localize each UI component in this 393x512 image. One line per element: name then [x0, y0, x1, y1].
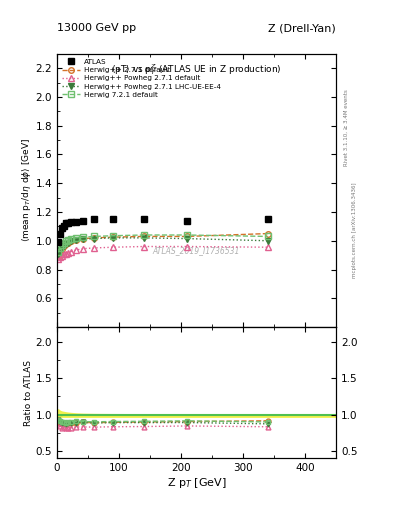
Herwig++ Powheg 2.7.1 LHC-UE-EE-4 — [110, 235, 115, 241]
Herwig++ Powheg 2.7.1 default — [185, 243, 189, 249]
Herwig++ 2.7.1 default — [81, 236, 85, 242]
ATLAS — [110, 216, 115, 222]
Herwig++ 2.7.1 default — [60, 246, 64, 252]
ATLAS — [56, 239, 61, 245]
Text: ATLAS_2019_I1736531: ATLAS_2019_I1736531 — [153, 246, 240, 255]
Line: Herwig 7.2.1 default: Herwig 7.2.1 default — [55, 232, 271, 255]
Herwig 7.2.1 default — [110, 232, 115, 239]
ATLAS — [66, 221, 70, 227]
Herwig 7.2.1 default — [61, 240, 66, 246]
Herwig++ Powheg 2.7.1 LHC-UE-EE-4 — [92, 236, 97, 242]
Herwig++ 2.7.1 default — [185, 233, 189, 240]
Text: 13000 GeV pp: 13000 GeV pp — [57, 23, 136, 33]
Herwig++ Powheg 2.7.1 default — [63, 251, 68, 257]
Line: Herwig++ Powheg 2.7.1 default: Herwig++ Powheg 2.7.1 default — [55, 244, 271, 262]
Herwig++ Powheg 2.7.1 default — [61, 251, 66, 258]
Herwig++ 2.7.1 default — [56, 254, 61, 261]
Herwig++ 2.7.1 default — [110, 234, 115, 240]
Herwig++ Powheg 2.7.1 LHC-UE-EE-4 — [63, 241, 68, 247]
Line: ATLAS: ATLAS — [55, 216, 271, 245]
Herwig++ Powheg 2.7.1 default — [110, 244, 115, 250]
Herwig 7.2.1 default — [73, 235, 78, 241]
ATLAS — [73, 219, 78, 225]
Herwig++ Powheg 2.7.1 LHC-UE-EE-4 — [56, 251, 61, 257]
Herwig++ 2.7.1 default — [141, 233, 146, 240]
Herwig 7.2.1 default — [81, 234, 85, 240]
Herwig++ Powheg 2.7.1 default — [58, 254, 62, 261]
Herwig++ Powheg 2.7.1 LHC-UE-EE-4 — [81, 236, 85, 242]
Herwig++ 2.7.1 default — [69, 239, 73, 245]
Herwig 7.2.1 default — [92, 233, 97, 240]
Y-axis label: $\langle$mean p$_T$/d$\eta$ d$\phi$$\rangle$ [GeV]: $\langle$mean p$_T$/d$\eta$ d$\phi$$\ran… — [20, 138, 33, 242]
Herwig++ 2.7.1 default — [265, 230, 270, 237]
Herwig++ Powheg 2.7.1 default — [69, 248, 73, 254]
Herwig++ Powheg 2.7.1 LHC-UE-EE-4 — [58, 247, 62, 253]
Herwig 7.2.1 default — [185, 232, 189, 238]
Text: mcplots.cern.ch [arXiv:1306.3436]: mcplots.cern.ch [arXiv:1306.3436] — [352, 183, 357, 278]
Text: Z (Drell-Yan): Z (Drell-Yan) — [268, 23, 336, 33]
Herwig++ Powheg 2.7.1 LHC-UE-EE-4 — [141, 235, 146, 241]
Herwig++ Powheg 2.7.1 LHC-UE-EE-4 — [61, 243, 66, 249]
Herwig++ Powheg 2.7.1 LHC-UE-EE-4 — [73, 238, 78, 244]
ATLAS — [81, 218, 85, 224]
Herwig++ Powheg 2.7.1 default — [81, 246, 85, 252]
Herwig++ Powheg 2.7.1 LHC-UE-EE-4 — [69, 239, 73, 245]
Herwig 7.2.1 default — [60, 242, 64, 248]
Legend: ATLAS, Herwig++ 2.7.1 default, Herwig++ Powheg 2.7.1 default, Herwig++ Powheg 2.: ATLAS, Herwig++ 2.7.1 default, Herwig++ … — [61, 57, 222, 99]
Herwig 7.2.1 default — [265, 233, 270, 240]
Text: $\langle$pT$\rangle$ vs p$_T^Z$ (ATLAS UE in Z production): $\langle$pT$\rangle$ vs p$_T^Z$ (ATLAS U… — [111, 62, 282, 77]
ATLAS — [63, 221, 68, 227]
Y-axis label: Ratio to ATLAS: Ratio to ATLAS — [24, 359, 33, 425]
ATLAS — [61, 223, 66, 229]
Herwig 7.2.1 default — [141, 232, 146, 238]
Line: Herwig++ Powheg 2.7.1 LHC-UE-EE-4: Herwig++ Powheg 2.7.1 LHC-UE-EE-4 — [55, 235, 271, 257]
Text: Rivet 3.1.10, ≥ 3.4M events: Rivet 3.1.10, ≥ 3.4M events — [344, 90, 349, 166]
ATLAS — [265, 216, 270, 222]
Herwig 7.2.1 default — [58, 245, 62, 251]
ATLAS — [69, 219, 73, 225]
Herwig++ Powheg 2.7.1 default — [56, 255, 61, 262]
Herwig++ Powheg 2.7.1 default — [60, 253, 64, 259]
Herwig++ Powheg 2.7.1 default — [66, 250, 70, 256]
Herwig++ Powheg 2.7.1 LHC-UE-EE-4 — [265, 238, 270, 244]
Herwig++ 2.7.1 default — [66, 240, 70, 246]
Herwig++ 2.7.1 default — [73, 237, 78, 243]
X-axis label: Z p$_T$ [GeV]: Z p$_T$ [GeV] — [167, 476, 226, 490]
Herwig++ Powheg 2.7.1 default — [73, 247, 78, 253]
Herwig++ Powheg 2.7.1 LHC-UE-EE-4 — [185, 236, 189, 242]
ATLAS — [141, 216, 146, 222]
Herwig++ 2.7.1 default — [58, 249, 62, 255]
Herwig++ 2.7.1 default — [61, 243, 66, 249]
Herwig++ Powheg 2.7.1 default — [92, 245, 97, 251]
Herwig++ Powheg 2.7.1 default — [265, 244, 270, 250]
ATLAS — [58, 230, 62, 237]
ATLAS — [92, 216, 97, 222]
ATLAS — [185, 218, 189, 224]
Line: Herwig++ 2.7.1 default: Herwig++ 2.7.1 default — [55, 231, 271, 260]
Herwig++ Powheg 2.7.1 default — [141, 243, 146, 249]
ATLAS — [60, 225, 64, 231]
Herwig 7.2.1 default — [56, 249, 61, 255]
Herwig++ Powheg 2.7.1 LHC-UE-EE-4 — [66, 240, 70, 246]
Herwig 7.2.1 default — [69, 236, 73, 242]
Herwig 7.2.1 default — [66, 237, 70, 243]
Herwig++ 2.7.1 default — [92, 235, 97, 241]
Herwig 7.2.1 default — [63, 239, 68, 245]
Herwig++ Powheg 2.7.1 LHC-UE-EE-4 — [60, 244, 64, 250]
Herwig++ 2.7.1 default — [63, 241, 68, 247]
